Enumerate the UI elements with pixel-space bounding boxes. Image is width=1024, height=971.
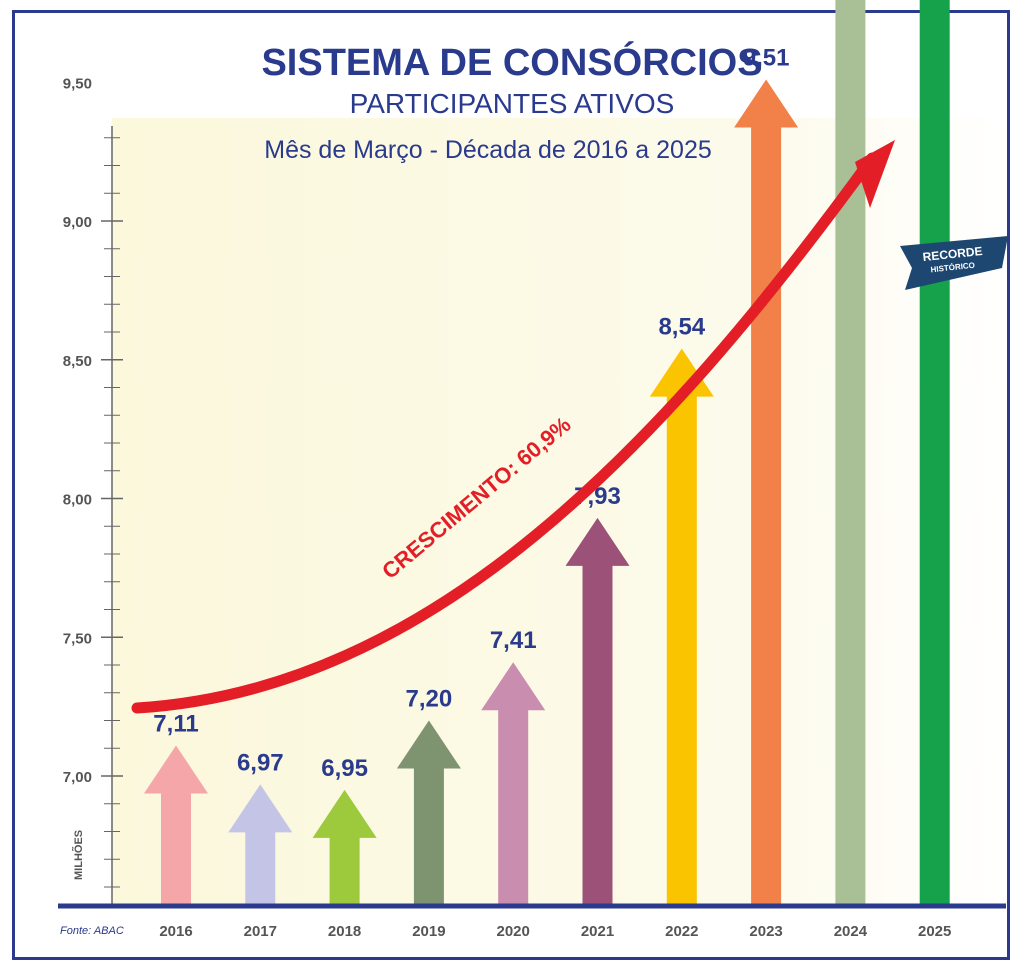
x-tick-label: 2017 <box>244 923 277 940</box>
growth-curve <box>131 152 878 714</box>
x-tick-label: 2021 <box>581 923 614 940</box>
bar-arrow-2020 <box>481 662 546 906</box>
x-tick-label: 2025 <box>918 923 951 940</box>
growth-arrowhead <box>855 140 895 208</box>
data-label-2019: 7,20 <box>406 686 453 713</box>
bar-arrow-2021 <box>565 517 630 906</box>
y-tick-label: 8,00 <box>63 492 92 509</box>
data-label-2020: 7,41 <box>490 627 537 654</box>
x-tick-label: 2016 <box>159 923 192 940</box>
source-note: Fonte: ABAC <box>60 925 124 937</box>
chart-period: Mês de Março - Década de 2016 a 2025 <box>264 136 712 164</box>
x-tick-label: 2023 <box>749 923 782 940</box>
y-axis-unit: MILHÕES <box>72 830 85 880</box>
x-tick-label: 2019 <box>412 923 445 940</box>
y-tick-label: 9,50 <box>63 75 92 92</box>
y-tick-label: 9,00 <box>63 214 92 231</box>
chart-title: SISTEMA DE CONSÓRCIOS <box>261 40 762 84</box>
x-tick-label: 2024 <box>834 923 868 940</box>
data-label-2022: 8,54 <box>658 314 705 341</box>
x-tick-label: 2020 <box>497 923 530 940</box>
badge-line-1: RECORDE <box>922 244 983 264</box>
data-label-2023: 9,51 <box>743 44 790 71</box>
x-tick-label: 2018 <box>328 923 361 940</box>
y-axis: 7,007,508,008,509,009,5010,0010,5011,001… <box>63 75 123 906</box>
y-tick-label: 8,50 <box>63 353 92 370</box>
y-tick-label: 7,00 <box>63 769 92 786</box>
data-label-2016: 7,11 <box>153 710 198 737</box>
x-tick-label: 2022 <box>665 923 698 940</box>
bar-arrow-2024 <box>835 0 866 906</box>
bar-arrow-2023 <box>734 79 799 907</box>
chart-subtitle: PARTICIPANTES ATIVOS <box>350 88 675 119</box>
y-tick-label: 7,50 <box>63 630 92 647</box>
bar-arrow-2016 <box>144 745 208 906</box>
data-label-2017: 6,97 <box>237 749 284 776</box>
bar-series: 7,11 2016 6,97 2017 6,95 2018 7,20 2019 7,41 2020… <box>144 0 951 940</box>
bar-arrow-2022 <box>649 348 714 906</box>
bar-arrow-2019 <box>396 720 461 906</box>
data-label-2018: 6,95 <box>321 755 368 782</box>
bar-arrow-2025 <box>919 0 950 906</box>
bar-arrow-2018 <box>312 789 377 906</box>
record-badge: RECORDE HISTÓRICO <box>900 236 1008 290</box>
bar-arrow-2017 <box>228 784 293 906</box>
